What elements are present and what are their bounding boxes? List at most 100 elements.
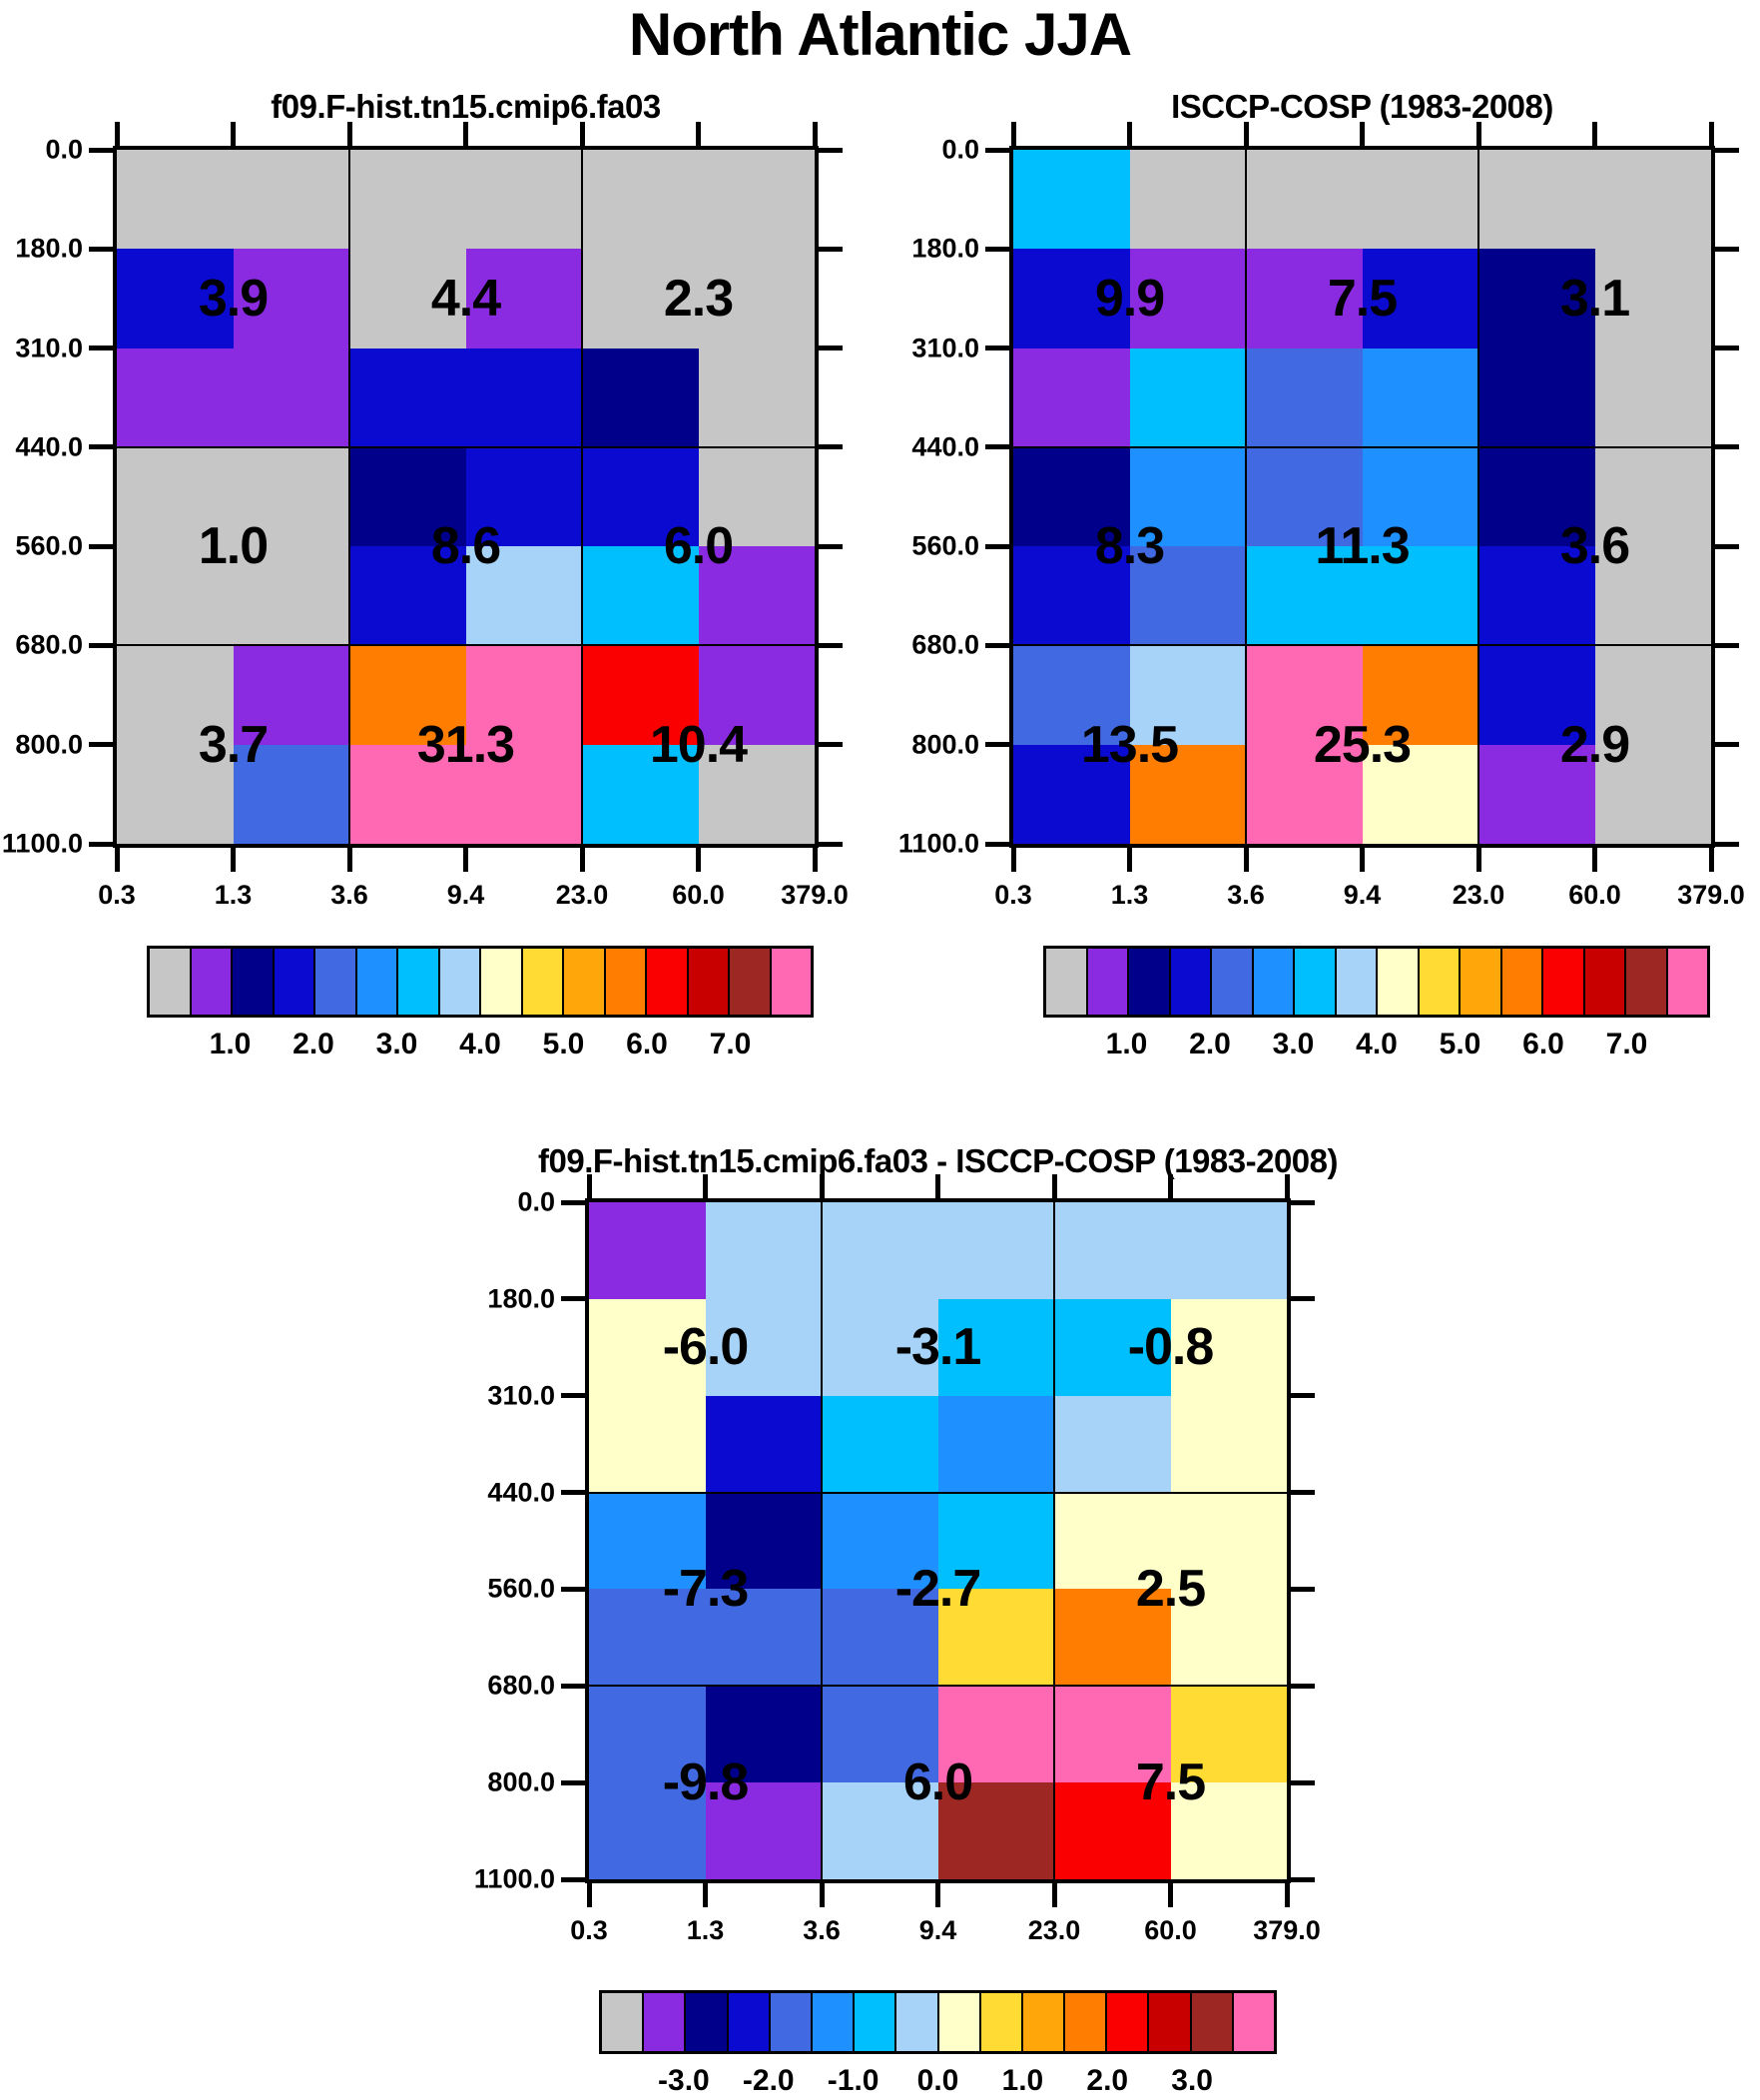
heatmap-cell bbox=[1129, 546, 1248, 647]
heatmap-cell bbox=[1013, 645, 1131, 746]
x-axis-tick-label: 379.0 bbox=[781, 880, 849, 910]
y-axis-tick bbox=[1715, 543, 1739, 549]
heatmap-cell bbox=[233, 645, 351, 746]
heatmap-cell bbox=[1054, 1686, 1172, 1784]
colorbar-segment bbox=[1501, 949, 1543, 1015]
colorbar-segment bbox=[644, 1993, 687, 2051]
y-axis-tick bbox=[819, 543, 843, 549]
heatmap-cell bbox=[582, 348, 700, 448]
heatmap-cell bbox=[705, 1686, 824, 1784]
y-axis-tick bbox=[819, 444, 843, 450]
heatmap-cell bbox=[1170, 1686, 1287, 1784]
colorbar-tick-label: -1.0 bbox=[827, 2064, 880, 2097]
heatmap-cell bbox=[1129, 744, 1248, 844]
heatmap-cell bbox=[822, 1686, 939, 1784]
heatmap-cell bbox=[117, 744, 235, 844]
y-axis-tick-label: 180.0 bbox=[15, 233, 83, 264]
heatmap-cell bbox=[937, 1395, 1056, 1494]
y-axis-tick bbox=[89, 147, 113, 153]
panel-title: f09.F-hist.tn15.cmip6.fa03 bbox=[271, 88, 661, 125]
heatmap-cell bbox=[582, 249, 700, 350]
x-axis-tick bbox=[696, 848, 701, 872]
colorbar-tick-label: 7.0 bbox=[709, 1028, 752, 1060]
heatmap-cell bbox=[1478, 744, 1596, 844]
heatmap-cell bbox=[465, 150, 584, 251]
x-axis-tick bbox=[935, 1174, 940, 1198]
y-axis-tick bbox=[89, 642, 113, 648]
block-value: 10.4 bbox=[649, 715, 748, 774]
x-axis-tick bbox=[1592, 122, 1597, 146]
block-gridline-horizontal bbox=[117, 644, 815, 647]
y-axis-tick bbox=[985, 346, 1009, 351]
y-axis-tick-label: 440.0 bbox=[911, 431, 979, 462]
heatmap-cell bbox=[1013, 249, 1131, 350]
block-value: 2.3 bbox=[663, 269, 734, 328]
x-axis-tick bbox=[1127, 848, 1132, 872]
colorbar-segment bbox=[1253, 949, 1295, 1015]
heatmap-cell bbox=[349, 150, 467, 251]
block-gridline-vertical bbox=[347, 150, 350, 844]
heatmap-plot: -6.0 -3.1 -0.8 -7.3 -2.7 2.5 -9.8 6.0 7.5 bbox=[589, 1202, 1287, 1879]
x-axis-tick bbox=[586, 1174, 592, 1198]
y-axis-tick-label: 680.0 bbox=[911, 629, 979, 660]
colorbar-segment bbox=[1233, 1993, 1274, 2051]
block-value: 8.6 bbox=[430, 517, 501, 576]
heatmap-cell bbox=[1170, 1589, 1287, 1688]
colorbar-tick-label: 1.0 bbox=[1105, 1028, 1148, 1060]
colorbar-tick-label: -3.0 bbox=[658, 2064, 710, 2097]
heatmap-cell bbox=[705, 1782, 824, 1879]
heatmap-cell bbox=[937, 1202, 1056, 1300]
y-axis-tick bbox=[1291, 1296, 1315, 1302]
block-value: 7.5 bbox=[1135, 1753, 1206, 1812]
colorbar-segment bbox=[1046, 949, 1088, 1015]
heatmap-cell bbox=[1246, 645, 1364, 746]
block-value: -6.0 bbox=[662, 1318, 750, 1377]
heatmap-cell bbox=[349, 249, 467, 350]
heatmap-cell bbox=[1478, 446, 1596, 548]
y-axis-tick bbox=[561, 1199, 585, 1205]
heatmap-cell bbox=[822, 1298, 939, 1397]
colorbar-segment bbox=[686, 1993, 729, 2051]
colorbar-segment bbox=[191, 949, 233, 1015]
colorbar-segment bbox=[1667, 949, 1707, 1015]
y-axis-tick-label: 800.0 bbox=[15, 729, 83, 760]
heatmap-cell bbox=[233, 446, 351, 548]
heatmap-cell bbox=[582, 150, 700, 251]
block-value: 6.0 bbox=[902, 1753, 973, 1812]
y-axis-tick-label: 680.0 bbox=[487, 1670, 555, 1701]
y-axis-tick bbox=[89, 246, 113, 252]
block-value: 2.5 bbox=[1135, 1560, 1206, 1619]
block-gridline-vertical bbox=[820, 1202, 823, 1879]
x-axis-tick-label: 23.0 bbox=[555, 880, 609, 910]
colorbar-segment bbox=[315, 949, 357, 1015]
heatmap-cell bbox=[233, 150, 351, 251]
heatmap-cell bbox=[117, 546, 235, 647]
heatmap-cell bbox=[582, 546, 700, 647]
y-axis-tick bbox=[1715, 444, 1739, 450]
x-axis-tick bbox=[346, 122, 352, 146]
heatmap-cell bbox=[822, 1492, 939, 1591]
x-axis-tick-label: 1.3 bbox=[1110, 880, 1149, 910]
y-axis-tick bbox=[1715, 642, 1739, 648]
colorbar-segment bbox=[1584, 949, 1626, 1015]
heatmap-cell bbox=[117, 446, 235, 548]
colorbar-tick-label: 2.0 bbox=[1086, 2064, 1129, 2097]
heatmap-cell bbox=[1170, 1492, 1287, 1591]
y-axis-tick bbox=[985, 543, 1009, 549]
y-axis-tick bbox=[1291, 1779, 1315, 1785]
y-axis-tick bbox=[819, 147, 843, 153]
x-axis-tick bbox=[579, 848, 585, 872]
colorbar-segment bbox=[564, 949, 606, 1015]
heatmap-cell bbox=[705, 1589, 824, 1688]
y-axis-tick bbox=[1291, 1199, 1315, 1205]
x-axis-tick bbox=[1360, 848, 1365, 872]
block-value: 25.3 bbox=[1313, 715, 1412, 774]
x-axis-tick bbox=[1010, 848, 1016, 872]
heatmap-cell bbox=[1013, 150, 1131, 251]
y-axis-tick bbox=[89, 742, 113, 748]
colorbar-segment bbox=[439, 949, 481, 1015]
x-axis-tick-label: 9.4 bbox=[918, 1915, 957, 1945]
y-axis-tick-label: 180.0 bbox=[487, 1283, 555, 1314]
heatmap-cell bbox=[705, 1395, 824, 1494]
colorbar-tick-label: 4.0 bbox=[1356, 1028, 1398, 1060]
